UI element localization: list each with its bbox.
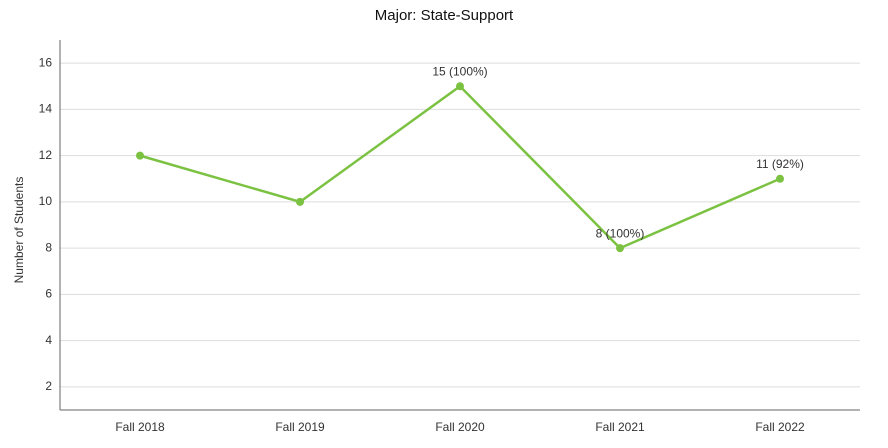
data-point [136,151,144,160]
y-tick-label: 6 [45,287,52,301]
y-tick-label: 10 [39,194,53,208]
x-tick-label: Fall 2020 [435,420,485,434]
data-label: 15 (100%) [432,64,487,78]
data-point [296,197,304,206]
data-point [616,244,624,253]
y-tick-label: 14 [39,102,53,116]
data-point [456,82,464,91]
y-axis-label: Number of Students [12,177,26,284]
y-tick-label: 4 [45,333,52,347]
x-tick-label: Fall 2019 [275,420,325,434]
y-tick-label: 16 [39,55,53,69]
x-tick-label: Fall 2021 [595,420,645,434]
y-tick-label: 12 [39,148,53,162]
data-point [776,174,784,183]
x-tick-label: Fall 2018 [115,420,165,434]
data-label: 8 (100%) [596,226,645,240]
data-label: 11 (92%) [756,157,804,171]
chart-title: Major: State-Support [375,7,514,24]
y-tick-label: 2 [45,379,52,393]
y-tick-label: 8 [45,240,52,254]
series-line [139,84,781,250]
x-tick-label: Fall 2022 [755,420,805,434]
